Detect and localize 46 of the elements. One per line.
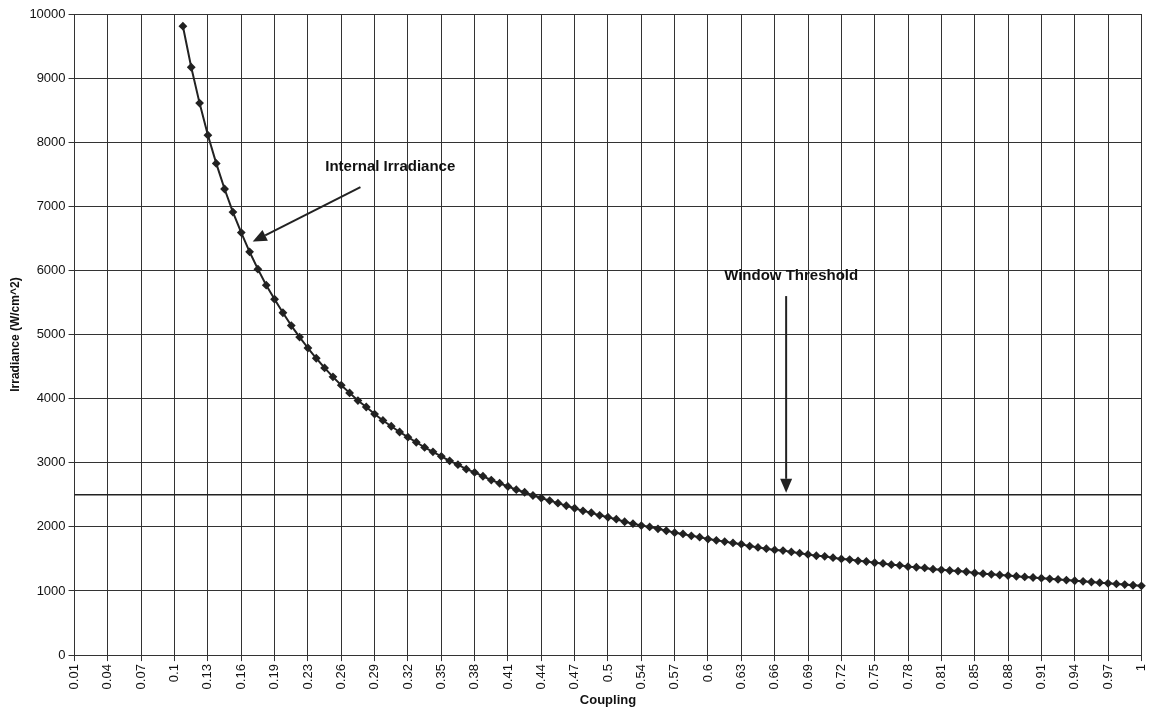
x-tick-label: 0.88 bbox=[999, 664, 1015, 690]
x-tick-label: 0.35 bbox=[432, 664, 448, 690]
x-axis-title: Coupling bbox=[579, 691, 637, 707]
x-tick-label: 0.75 bbox=[866, 664, 882, 690]
y-tick-label: 4000 bbox=[36, 390, 66, 406]
x-tick-label: 0.91 bbox=[1032, 664, 1048, 690]
x-tick-label: 0.41 bbox=[499, 664, 515, 690]
x-tick-label: 0.57 bbox=[666, 664, 682, 690]
x-tick-label: 0.54 bbox=[632, 664, 648, 690]
x-tick-label: 0.78 bbox=[899, 664, 915, 690]
x-tick-label: 0.47 bbox=[566, 664, 582, 690]
x-tick-label: 0.32 bbox=[399, 664, 415, 690]
y-tick-label: 5000 bbox=[36, 326, 66, 342]
x-tick-label: 0.13 bbox=[199, 664, 215, 690]
x-tick-label: 0.63 bbox=[732, 664, 748, 690]
x-tick-label: 0.07 bbox=[132, 664, 148, 690]
x-tick-label: 0.97 bbox=[1099, 664, 1115, 690]
y-axis-title: Irradiance (W/cm^2) bbox=[7, 277, 22, 392]
y-tick-label: 7000 bbox=[36, 197, 66, 213]
x-tick-label: 0.01 bbox=[66, 664, 82, 690]
x-tick-label: 0.19 bbox=[266, 664, 282, 690]
x-tick-label: 0.81 bbox=[932, 664, 948, 690]
x-tick-label: 0.44 bbox=[532, 664, 548, 690]
y-tick-label: 1000 bbox=[36, 582, 66, 598]
x-tick-label: 0.04 bbox=[99, 664, 115, 690]
y-tick-label: 9000 bbox=[36, 69, 66, 85]
x-tick-label: 1 bbox=[1132, 664, 1148, 672]
x-tick-label: 0.5 bbox=[599, 664, 615, 683]
x-tick-label: 0.94 bbox=[1066, 664, 1082, 690]
x-tick-label: 0.38 bbox=[466, 664, 482, 690]
x-tick-label: 0.1 bbox=[166, 664, 182, 683]
x-tick-label: 0.85 bbox=[966, 664, 982, 690]
x-tick-label: 0.29 bbox=[366, 664, 382, 690]
y-tick-label: 3000 bbox=[36, 454, 66, 470]
y-tick-label: 8000 bbox=[36, 133, 66, 149]
x-tick-label: 0.6 bbox=[699, 664, 715, 683]
y-tick-label: 6000 bbox=[36, 262, 66, 278]
x-tick-label: 0.16 bbox=[232, 664, 248, 690]
x-tick-label: 0.26 bbox=[332, 664, 348, 690]
y-tick-label: 2000 bbox=[36, 518, 66, 534]
x-tick-label: 0.72 bbox=[832, 664, 848, 690]
y-tick-label: 10000 bbox=[29, 5, 66, 21]
y-tick-label: 0 bbox=[58, 646, 66, 662]
x-tick-label: 0.69 bbox=[799, 664, 815, 690]
x-tick-label: 0.66 bbox=[766, 664, 782, 690]
x-tick-label: 0.23 bbox=[299, 664, 315, 690]
